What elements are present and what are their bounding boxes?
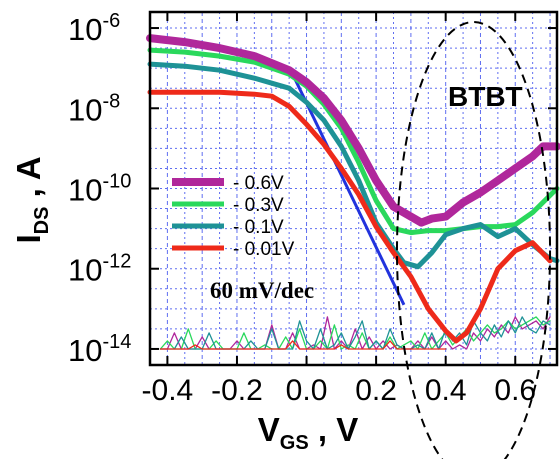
x-tick-label: 0.0	[286, 374, 328, 407]
x-tick-label: -0.2	[211, 374, 263, 407]
grid	[150, 12, 557, 365]
slope-line-layer	[291, 73, 406, 306]
y-tick-labels: 10-6 10-8 10-10 10-12 10-14	[68, 10, 131, 368]
x-tick-label: -0.4	[142, 374, 194, 407]
slope-annotation: 60 mV/dec	[210, 278, 314, 303]
legend: - 0.6V- 0.3V- 0.1V- 0.01V	[172, 173, 295, 260]
btbt-ellipse-layer	[396, 21, 552, 459]
axis-ticks	[150, 12, 557, 365]
legend-label: - 0.6V	[233, 173, 284, 194]
y-tick-label: 10-6	[68, 10, 120, 47]
y-tick-label: 10-8	[68, 90, 120, 127]
series-line-03V	[147, 47, 560, 236]
y-tick-label: 10-14	[68, 331, 131, 368]
legend-label: - 0.3V	[233, 195, 284, 216]
y-tick-label: 10-12	[68, 251, 131, 288]
x-tick-label: 0.4	[425, 374, 467, 407]
x-axis-label: VGS , V	[258, 411, 358, 454]
legend-label: - 0.1V	[233, 217, 284, 238]
btbt-ellipse	[396, 21, 552, 459]
y-axis-label: IDS , A	[10, 156, 53, 243]
y-tick-label: 10-10	[68, 171, 131, 208]
x-tick-labels: -0.4 -0.2 0.0 0.2 0.4 0.6	[142, 374, 537, 407]
x-tick-label: 0.2	[355, 374, 397, 407]
series-line-06V	[146, 34, 560, 227]
noise-floor-trace	[159, 340, 447, 350]
x-tick-label: 0.6	[494, 374, 536, 407]
series-layer	[146, 34, 560, 350]
legend-label: - 0.01V	[233, 239, 295, 260]
slope-reference-line	[291, 73, 406, 306]
series-line-001V	[147, 89, 553, 344]
btbt-annotation: BTBT	[448, 81, 523, 112]
